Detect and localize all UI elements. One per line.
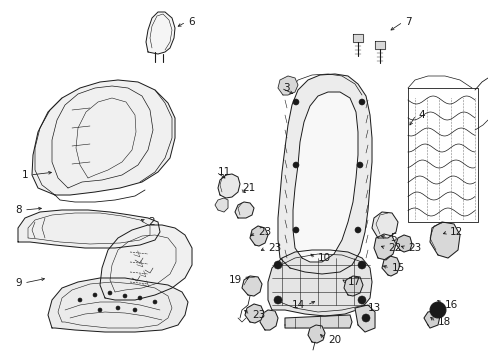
Text: 21: 21	[242, 183, 255, 193]
Polygon shape	[235, 202, 253, 218]
Circle shape	[273, 261, 282, 269]
Text: 11: 11	[218, 167, 231, 177]
Polygon shape	[278, 74, 371, 274]
Text: 22: 22	[387, 243, 401, 253]
Polygon shape	[146, 12, 175, 54]
Polygon shape	[423, 311, 439, 328]
Text: 2: 2	[148, 217, 154, 227]
Polygon shape	[215, 198, 227, 212]
Polygon shape	[100, 225, 192, 300]
Text: 13: 13	[367, 303, 381, 313]
Text: 10: 10	[317, 253, 330, 263]
Circle shape	[357, 296, 365, 304]
Text: 4: 4	[417, 110, 424, 120]
Circle shape	[108, 291, 112, 295]
Circle shape	[433, 306, 441, 314]
Text: 16: 16	[444, 300, 457, 310]
Circle shape	[292, 227, 298, 233]
Circle shape	[292, 162, 298, 168]
Text: 8: 8	[15, 205, 22, 215]
Polygon shape	[249, 226, 267, 246]
Circle shape	[429, 302, 445, 318]
Text: 6: 6	[187, 17, 194, 27]
Polygon shape	[374, 41, 384, 49]
Text: 9: 9	[15, 278, 22, 288]
Polygon shape	[371, 212, 397, 238]
Circle shape	[93, 293, 97, 297]
Circle shape	[273, 296, 282, 304]
Text: 23: 23	[258, 227, 271, 237]
Polygon shape	[218, 174, 240, 198]
Polygon shape	[381, 256, 399, 276]
Polygon shape	[242, 276, 262, 296]
Polygon shape	[48, 278, 187, 332]
Polygon shape	[373, 234, 395, 260]
Text: 23: 23	[267, 243, 281, 253]
Polygon shape	[278, 76, 297, 95]
Circle shape	[153, 300, 157, 304]
Circle shape	[354, 227, 360, 233]
Circle shape	[361, 314, 369, 322]
Text: 5: 5	[389, 233, 396, 243]
Circle shape	[78, 298, 82, 302]
Text: 15: 15	[391, 263, 405, 273]
Circle shape	[138, 296, 142, 300]
Polygon shape	[395, 235, 411, 252]
Text: 12: 12	[449, 227, 462, 237]
Polygon shape	[18, 210, 160, 248]
Polygon shape	[267, 250, 371, 316]
Text: 19: 19	[228, 275, 242, 285]
Text: 1: 1	[21, 170, 28, 180]
Polygon shape	[343, 276, 362, 296]
Circle shape	[123, 294, 127, 298]
Text: 3: 3	[283, 83, 289, 93]
Polygon shape	[354, 305, 374, 332]
Polygon shape	[307, 325, 325, 343]
Polygon shape	[352, 34, 362, 42]
Polygon shape	[292, 92, 357, 262]
Polygon shape	[429, 222, 459, 258]
Text: 23: 23	[407, 243, 420, 253]
Circle shape	[292, 99, 298, 105]
Polygon shape	[32, 80, 175, 195]
Polygon shape	[244, 304, 264, 323]
Circle shape	[116, 306, 120, 310]
Text: 17: 17	[347, 277, 361, 287]
Circle shape	[356, 162, 362, 168]
Circle shape	[357, 261, 365, 269]
Text: 14: 14	[291, 300, 305, 310]
Text: 18: 18	[437, 317, 450, 327]
Polygon shape	[285, 315, 351, 328]
Circle shape	[98, 308, 102, 312]
Circle shape	[358, 99, 364, 105]
Text: 20: 20	[327, 335, 341, 345]
Text: 23: 23	[251, 310, 264, 320]
Text: 7: 7	[404, 17, 411, 27]
Circle shape	[133, 308, 137, 312]
Polygon shape	[260, 310, 278, 330]
